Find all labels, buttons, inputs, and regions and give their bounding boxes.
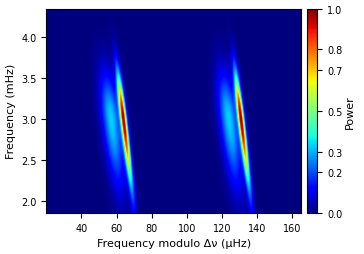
Y-axis label: Frequency (mHz): Frequency (mHz) (5, 64, 16, 159)
X-axis label: Frequency modulo Δν (µHz): Frequency modulo Δν (µHz) (96, 239, 251, 248)
Y-axis label: Power: Power (345, 94, 355, 128)
